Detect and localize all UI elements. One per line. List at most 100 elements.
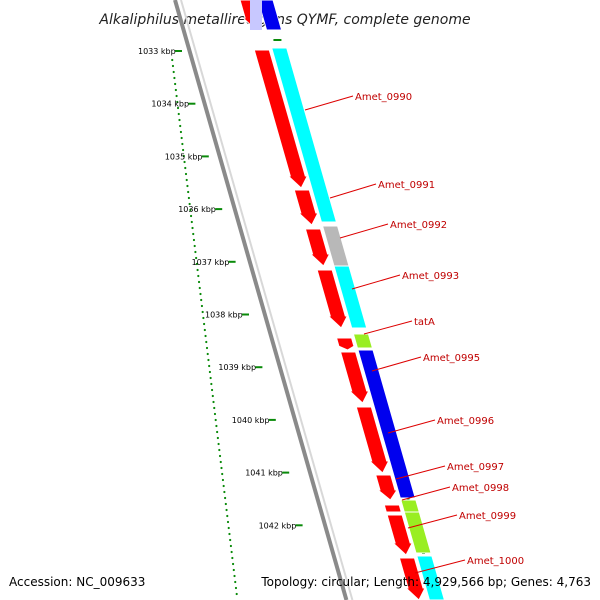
tick-dot	[220, 466, 223, 470]
tick-dot	[222, 484, 225, 488]
tick-dot	[226, 514, 229, 518]
accession-text: Accession: NC_009633	[9, 575, 145, 589]
leader-line	[395, 465, 446, 480]
backbone-edge	[180, 0, 354, 600]
kbp-label: 1038 kbp	[205, 311, 243, 320]
tick-dot	[226, 520, 230, 524]
tick-dot	[232, 568, 235, 572]
tick-dot	[194, 250, 197, 254]
tick-dot	[202, 316, 205, 320]
kbp-label: 1037 kbp	[192, 258, 230, 267]
gene-label: Amet_0997	[447, 462, 504, 473]
gene-mark	[339, 351, 370, 404]
page-title: Alkaliphilus metalliredigens QYMF, compl…	[98, 12, 470, 28]
kbp-label: 1034 kbp	[151, 100, 189, 109]
tick-dot	[215, 424, 218, 428]
kbp-label: 1041 kbp	[245, 469, 283, 478]
gene-label: Amet_0991	[378, 180, 435, 191]
backbone-line	[173, 0, 349, 600]
tick-dot	[206, 352, 209, 356]
tick-dot	[228, 532, 231, 536]
tick-dot	[196, 268, 199, 272]
tick-dot	[181, 142, 184, 146]
tick-dot	[179, 130, 183, 134]
gene-mark	[400, 499, 420, 513]
tick-dot	[234, 580, 237, 584]
tick-dot	[174, 82, 177, 86]
tick-dot	[187, 196, 190, 200]
tick-dot	[201, 310, 204, 314]
leader-line	[414, 559, 466, 574]
gene-mark	[333, 265, 368, 329]
gene-label: Amet_0996	[437, 416, 494, 427]
gene-mark	[357, 349, 416, 499]
tick-dot	[171, 58, 174, 62]
tick-dot	[231, 562, 235, 566]
tick-dot	[199, 292, 202, 296]
tick-dot	[179, 124, 182, 128]
leader-line	[371, 356, 422, 372]
gene-mark	[398, 557, 426, 600]
gene-mark	[383, 504, 402, 513]
tick-dot	[219, 460, 222, 464]
gene-mark	[271, 47, 338, 223]
tick-dot	[221, 478, 225, 482]
gene-track	[239, 0, 445, 600]
leader-line	[407, 514, 458, 529]
tick-dot	[176, 100, 179, 104]
tick-dot	[174, 88, 177, 92]
leader-line	[304, 95, 354, 111]
tick-dot	[208, 370, 212, 374]
tick-dot	[205, 346, 209, 350]
gene-mark	[352, 333, 374, 349]
tick-dot	[221, 472, 224, 476]
gene-mark	[293, 189, 319, 226]
leader-line	[363, 320, 413, 335]
tick-dot	[186, 184, 189, 188]
tick-dot	[234, 586, 238, 590]
tick-dot	[172, 70, 175, 74]
tick-dot	[200, 298, 203, 302]
tick-dot	[178, 118, 181, 122]
tick-dot	[185, 178, 188, 182]
tick-dot	[230, 550, 233, 554]
tick-dot	[197, 280, 201, 284]
tick-dot	[216, 436, 219, 440]
tick-dot	[182, 148, 185, 152]
tick-dot	[188, 202, 191, 206]
gene-mark	[250, 0, 262, 30]
kbp-label: 1040 kbp	[232, 416, 270, 425]
tick-dot	[190, 220, 193, 224]
tick-dot	[203, 328, 206, 332]
gene-mark	[304, 228, 331, 267]
tick-dot	[175, 94, 178, 98]
tick-dot	[192, 238, 196, 242]
gene-labels: Amet_0990 Amet_0991 Amet_0992 Amet_0993 tatA…	[304, 92, 524, 574]
tick-dot	[184, 166, 187, 170]
kbp-label: 1039 kbp	[218, 363, 256, 372]
tick-dot	[214, 418, 217, 422]
leader-line	[387, 419, 436, 434]
tick-dot	[209, 376, 212, 380]
gene-mark	[355, 406, 390, 474]
tick-dot	[205, 340, 208, 344]
gene-mark	[316, 269, 349, 329]
genome-backbone	[173, 0, 354, 600]
tick-dot	[203, 322, 206, 326]
leader-line	[339, 223, 389, 239]
tick-dot	[224, 502, 227, 506]
gene-mark	[416, 555, 445, 600]
tick-dot	[231, 556, 234, 560]
genome-info-text: Topology: circular; Length: 4,929,566 bp…	[260, 575, 591, 589]
tick-dot	[198, 286, 201, 290]
tick-dot	[216, 430, 219, 434]
leader-line	[351, 274, 401, 290]
tick-dot	[233, 574, 236, 578]
tick-dot	[180, 136, 183, 140]
tick-dot	[224, 496, 227, 500]
tick-dot	[211, 394, 214, 398]
gene-label: tatA	[414, 317, 435, 328]
tick-dot	[200, 304, 204, 308]
kbp-label: 1035 kbp	[165, 152, 203, 161]
tick-dot	[195, 256, 198, 260]
